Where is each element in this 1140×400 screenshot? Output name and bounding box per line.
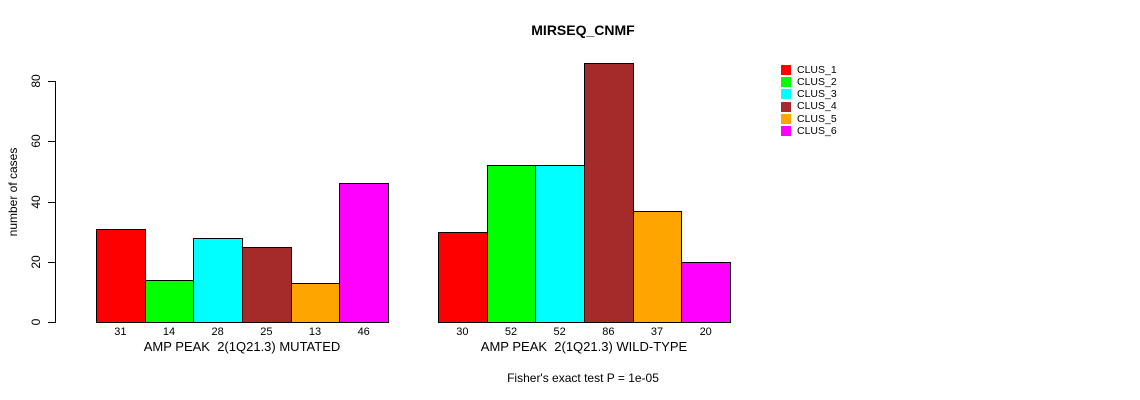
- y-tick-label: 80: [29, 74, 43, 88]
- bar-value-label: 28: [211, 326, 224, 338]
- bar-clus_4-group2: [584, 62, 634, 323]
- bar-clus_2-group1: [144, 279, 195, 323]
- bar-clus_2-group2: [486, 165, 537, 323]
- y-tick: [48, 322, 55, 323]
- legend-item-clus_3: CLUS_3: [781, 88, 837, 100]
- bar-clus_6-group1: [339, 183, 389, 323]
- legend-label: CLUS_1: [797, 63, 837, 76]
- legend-label: CLUS_2: [797, 76, 837, 89]
- bar-clus_1-group1: [96, 228, 146, 323]
- bar-value-label: 25: [260, 326, 273, 338]
- bar-value-label: 30: [456, 326, 469, 338]
- bar-clus_6-group2: [681, 261, 731, 323]
- group-label: AMP PEAK 2(1Q21.3) MUTATED: [143, 339, 341, 354]
- legend-label: CLUS_4: [797, 100, 837, 113]
- legend-label: CLUS_6: [797, 124, 837, 137]
- bar-clus_4-group1: [242, 246, 292, 323]
- legend-swatch-icon: [781, 89, 791, 100]
- bar-clus_3-group2: [535, 165, 585, 323]
- legend-swatch-icon: [781, 113, 791, 124]
- y-axis-label: number of cases: [6, 147, 20, 237]
- bar-value-label: 86: [602, 326, 615, 338]
- bar-clus_3-group1: [193, 237, 243, 323]
- legend: CLUS_1 CLUS_2 CLUS_3 CLUS_4 CLUS_5 CLUS_6: [781, 64, 837, 137]
- legend-swatch-icon: [781, 65, 791, 76]
- bar-value-label: 37: [650, 326, 664, 338]
- legend-swatch-icon: [781, 126, 791, 137]
- y-tick-label: 0: [29, 318, 43, 326]
- bar-clus_5-group2: [632, 210, 683, 323]
- chart-title: MIRSEQ_CNMF: [531, 22, 635, 38]
- legend-item-clus_5: CLUS_5: [781, 113, 837, 125]
- legend-label: CLUS_5: [797, 112, 837, 125]
- y-axis-line: [55, 81, 56, 323]
- legend-swatch-icon: [781, 77, 791, 88]
- legend-item-clus_1: CLUS_1: [781, 64, 837, 76]
- y-tick-label: 60: [29, 134, 43, 148]
- y-tick-label: 20: [29, 255, 43, 269]
- annotation-text: Fisher's exact test P = 1e-05: [507, 371, 659, 385]
- bar-value-label: 14: [162, 326, 176, 338]
- bar-clus_5-group1: [290, 282, 341, 323]
- legend-item-clus_6: CLUS_6: [781, 125, 837, 137]
- group-label: AMP PEAK 2(1Q21.3) WILD-TYPE: [480, 339, 688, 354]
- bar-value-label: 52: [553, 326, 566, 338]
- bar-value-label: 13: [308, 326, 322, 338]
- y-tick: [48, 141, 55, 143]
- legend-label: CLUS_3: [797, 88, 837, 101]
- bar-clus_1-group2: [438, 231, 488, 323]
- bar-value-label: 52: [504, 326, 518, 338]
- y-tick: [48, 81, 55, 82]
- y-tick: [48, 261, 55, 263]
- legend-item-clus_2: CLUS_2: [781, 76, 837, 88]
- bar-value-label: 20: [699, 326, 712, 338]
- y-tick-label: 40: [29, 194, 43, 209]
- bar-value-label: 31: [114, 326, 127, 338]
- legend-item-clus_4: CLUS_4: [781, 101, 837, 113]
- legend-swatch-icon: [781, 101, 791, 112]
- bar-value-label: 46: [357, 326, 370, 338]
- y-tick: [48, 201, 55, 203]
